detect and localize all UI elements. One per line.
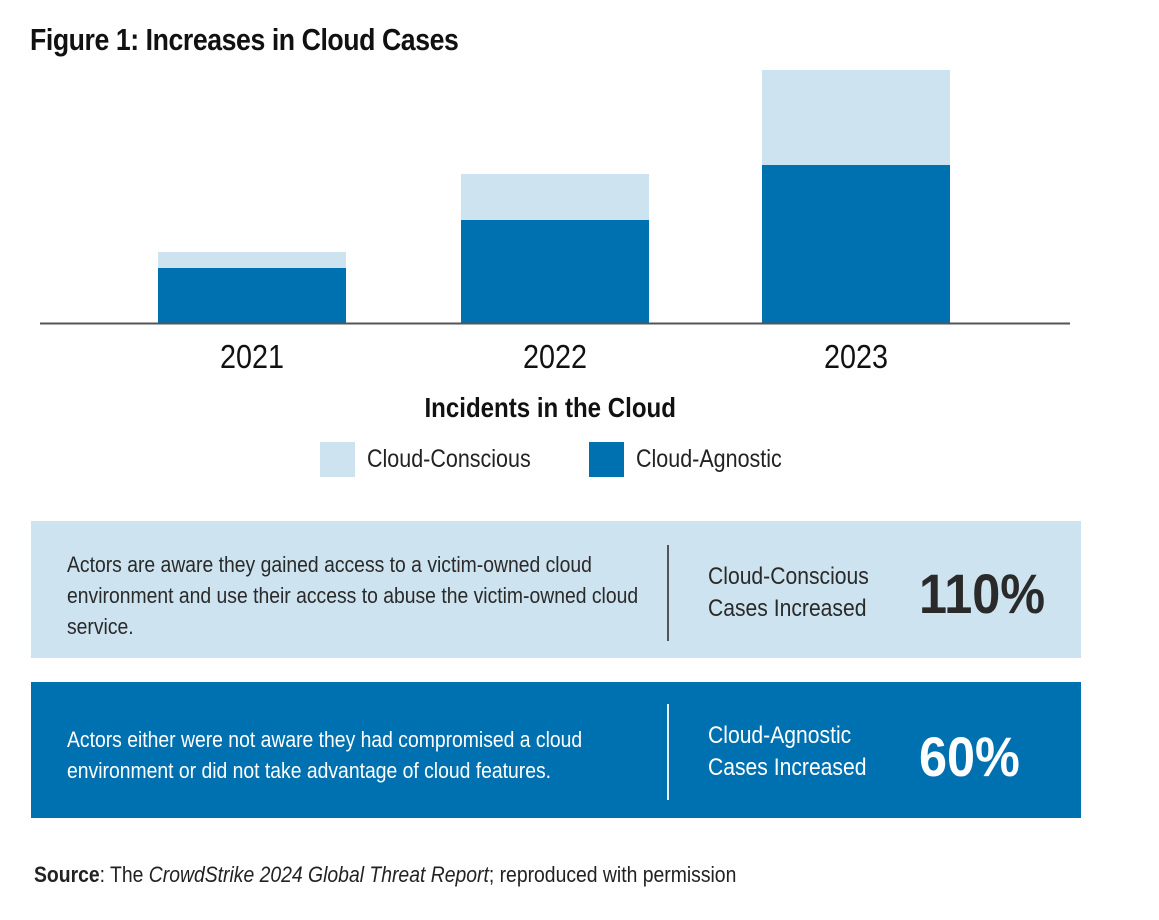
legend-label: Cloud-Conscious (367, 445, 531, 473)
panel-description: Actors are aware they gained access to a… (67, 552, 639, 639)
panel-value: 60% (919, 725, 1020, 788)
panel-stat-label-line1: Cloud-Agnostic (708, 722, 852, 749)
bar-cloud-agnostic-2022 (461, 220, 649, 323)
source-report-title: CrowdStrike 2024 Global Threat Report (148, 862, 489, 887)
bar-cloud-conscious-2023 (762, 70, 950, 165)
panel-stat-label: Cloud-Conscious Cases Increased (708, 561, 869, 625)
figure-title: Figure 1: Increases in Cloud Cases (30, 22, 459, 57)
bar-cloud-conscious-2021 (158, 252, 346, 268)
x-tick-label: 2022 (523, 338, 587, 375)
legend-swatch-cloud-conscious (320, 442, 355, 477)
bar-cloud-conscious-2022 (461, 174, 649, 220)
legend-item-cloud-conscious: Cloud-Conscious (320, 442, 557, 477)
panel-stat-label-line1: Cloud-Conscious (708, 563, 869, 590)
legend-swatch-cloud-agnostic (589, 442, 624, 477)
source-suffix: ; reproduced with permission (488, 862, 737, 887)
panel-description: Actors either were not aware they had co… (67, 727, 583, 783)
panel-divider (667, 545, 669, 641)
source-label: Source (34, 862, 100, 887)
panel-stat-label-line2: Cases Increased (708, 595, 867, 622)
x-tick-label: 2021 (220, 338, 284, 375)
panel-value: 110% (919, 562, 1046, 625)
source-prefix: : The (99, 862, 149, 887)
panel-stat-label: Cloud-Agnostic Cases Increased (708, 720, 866, 784)
panel-stat-label-line2: Cases Increased (708, 754, 867, 781)
panel-cloud-conscious: Actors are aware they gained access to a… (31, 521, 1081, 658)
panel-divider (667, 704, 669, 800)
legend-label: Cloud-Agnostic (636, 445, 782, 473)
x-tick-label: 2023 (824, 338, 888, 375)
bar-cloud-agnostic-2023 (762, 165, 950, 323)
source-note: Source: The CrowdStrike 2024 Global Thre… (34, 862, 736, 888)
panel-cloud-agnostic: Actors either were not aware they had co… (31, 682, 1081, 818)
bar-cloud-agnostic-2021 (158, 268, 346, 323)
legend-item-cloud-agnostic: Cloud-Agnostic (589, 442, 806, 477)
chart-title: Incidents in the Cloud (424, 392, 676, 423)
stacked-bar-chart: 2021 2022 2023 (40, 70, 1070, 375)
